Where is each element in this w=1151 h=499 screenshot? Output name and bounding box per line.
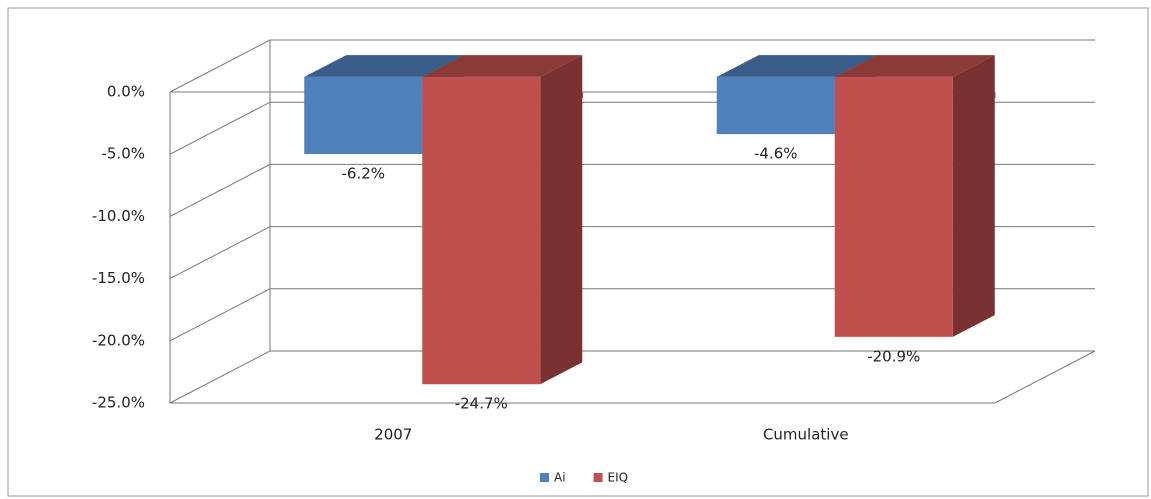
x-tick-label: Cumulative [763,426,849,444]
y-tick-label: -10.0% [92,207,145,225]
bar-side [952,55,995,337]
bar-top [304,55,465,77]
bar-front [716,76,835,135]
bar-top [716,55,877,77]
grid-line [169,39,1095,93]
grid-line [169,288,1095,342]
y-tick-label: -20.0% [92,331,145,349]
y-tick-label: 0.0% [107,83,145,101]
data-label: -4.6% [754,145,798,163]
bar-side [540,55,583,385]
bar-front [304,76,423,155]
grid-line [169,226,1095,280]
x-tick-label: 2007 [374,426,412,444]
y-tick-label: -5.0% [101,145,145,163]
legend-label: Ai [554,471,566,485]
bar-top [834,55,995,77]
grid-line [169,350,1095,404]
legend-swatch [540,473,549,482]
bar [834,55,995,337]
y-tick-label: -15.0% [92,269,145,287]
legend-swatch [593,473,603,482]
y-tick-label: -25.0% [92,394,145,412]
legend-label: EIQ [608,471,629,485]
bar-front [834,76,953,337]
frame [7,7,1149,497]
data-label: -6.2% [341,165,385,183]
data-label: -24.7% [455,395,508,413]
floor [170,350,1096,404]
grid-line [169,163,1095,217]
data-label: -20.9% [867,347,920,365]
bar-top [422,55,583,77]
bar-front [422,76,541,385]
bar [422,55,583,385]
